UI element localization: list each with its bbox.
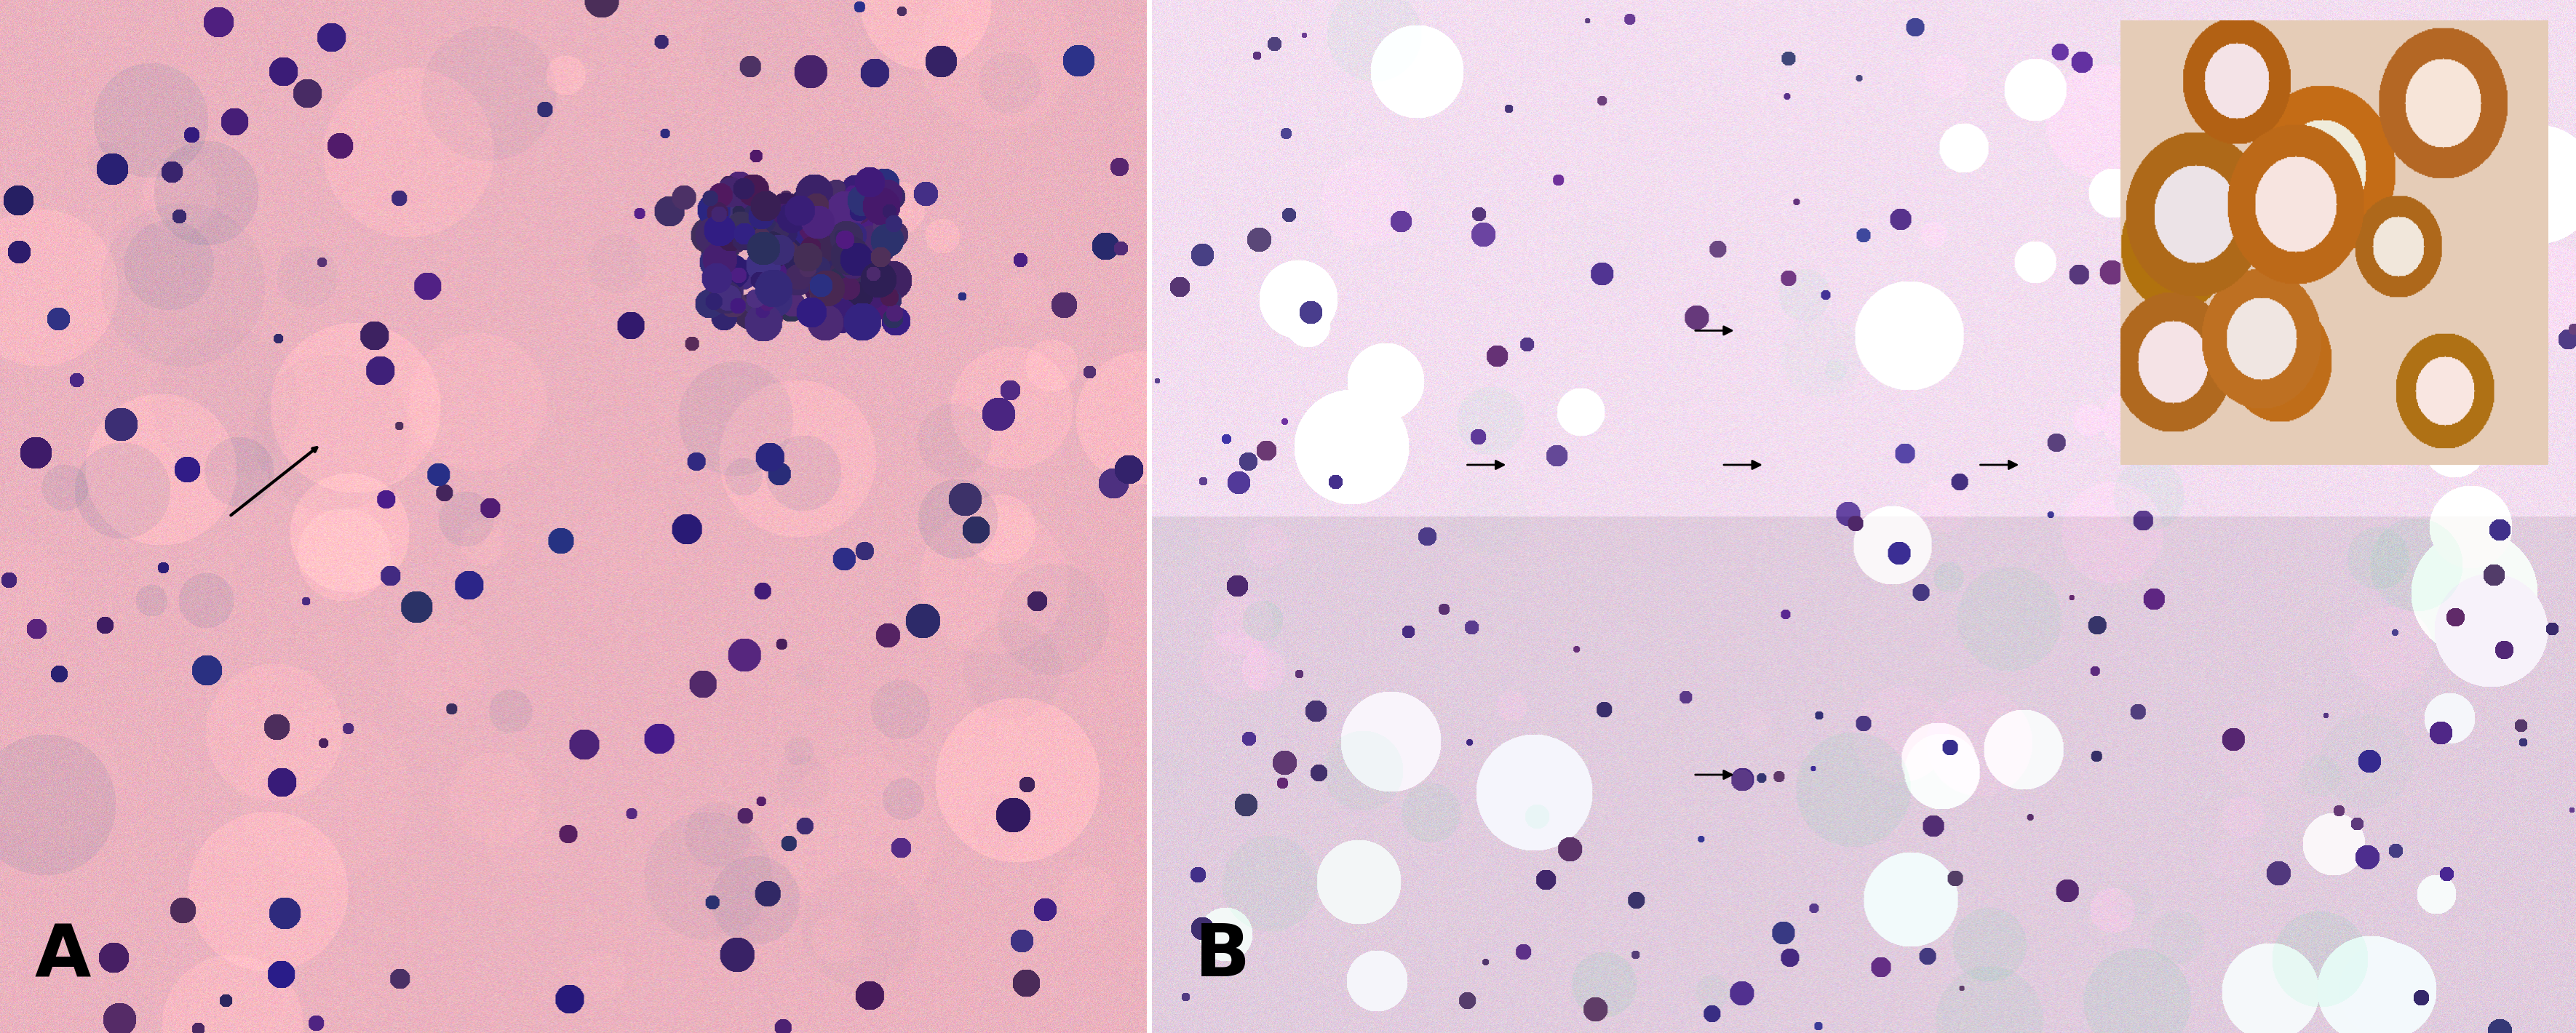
Text: A: A xyxy=(33,921,90,992)
Text: B: B xyxy=(1195,921,1249,992)
